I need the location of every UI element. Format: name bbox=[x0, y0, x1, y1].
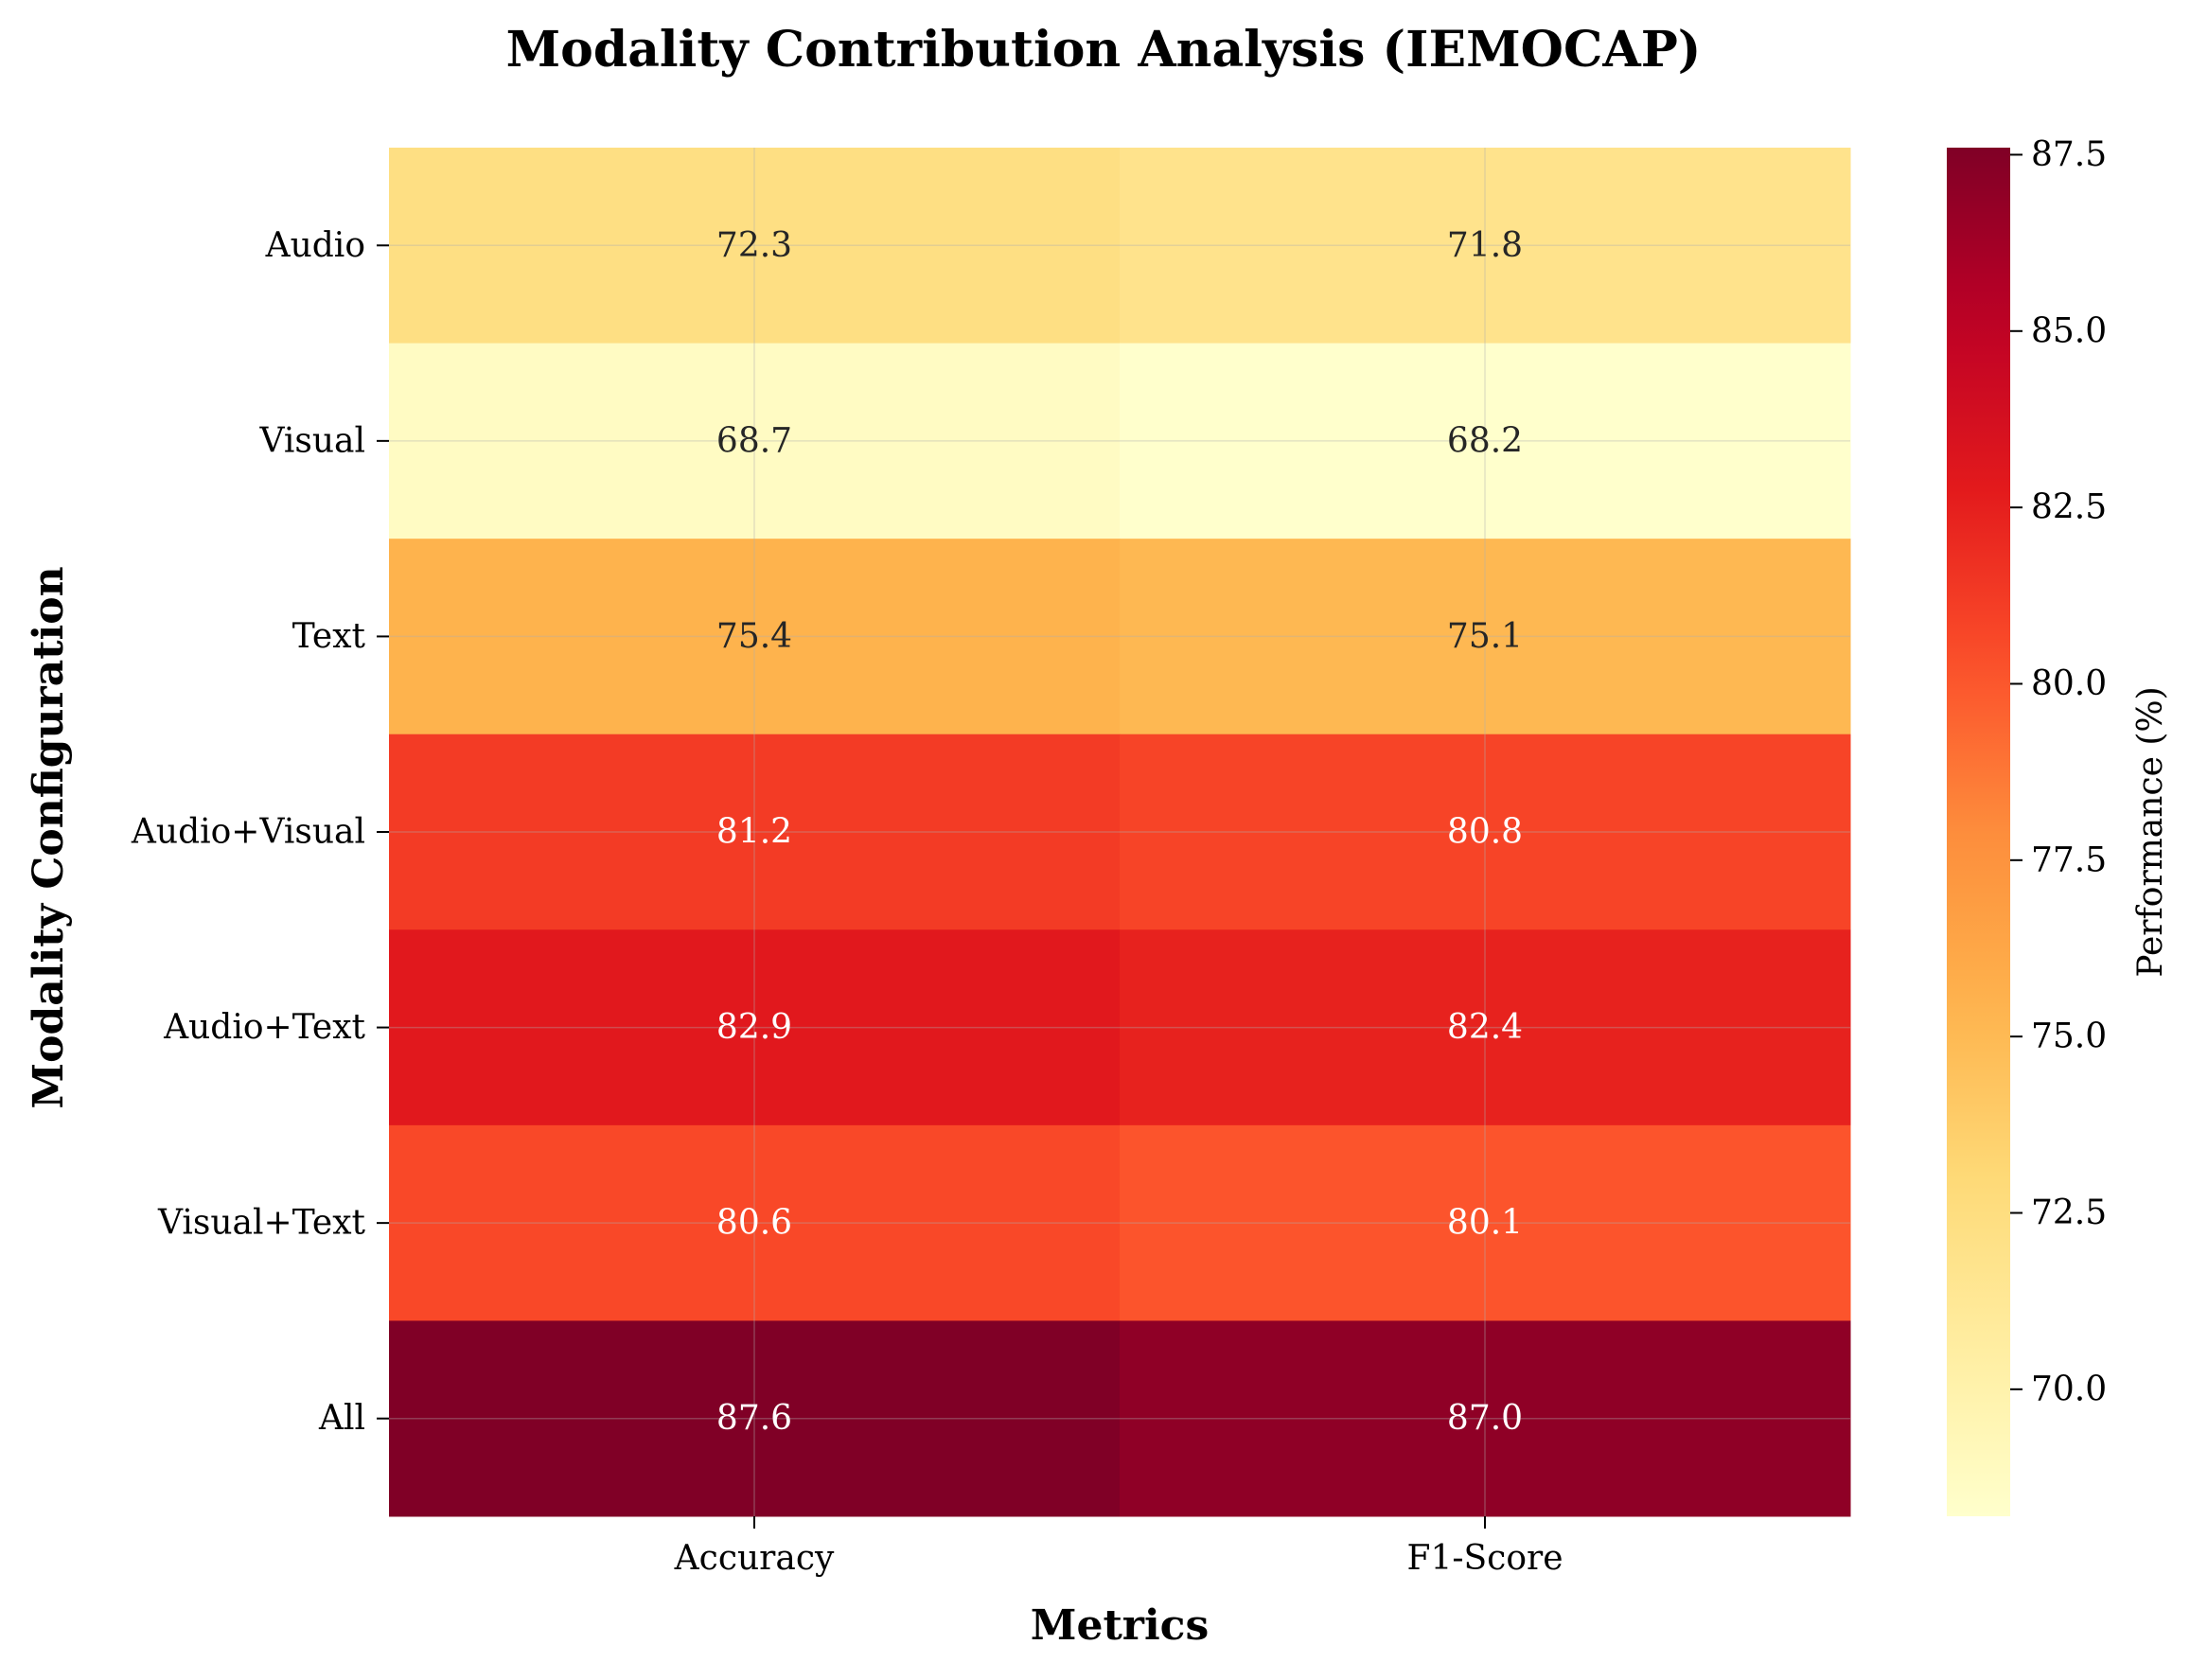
cell-value-label: 72.3 bbox=[716, 226, 792, 265]
heatmap-cell bbox=[389, 929, 1121, 1126]
colorbar-tick-label: 80.0 bbox=[2031, 664, 2107, 703]
grid-lines bbox=[389, 148, 1850, 1516]
colorbar-tick-label: 77.5 bbox=[2031, 840, 2107, 879]
x-tick-label: F1-Score bbox=[1406, 1539, 1563, 1578]
cell-value-label: 68.7 bbox=[716, 421, 792, 460]
y-axis: Audio Visual Text Audio+Visual Audio+Text Vis… bbox=[131, 226, 389, 1438]
y-tick-label: All bbox=[318, 1399, 365, 1438]
y-tick-label: Audio+Text bbox=[163, 1008, 365, 1047]
colorbar-label: Performance (%) bbox=[2131, 686, 2170, 977]
x-tick-label: Accuracy bbox=[674, 1539, 835, 1578]
cell-value-label: 87.0 bbox=[1447, 1399, 1523, 1438]
colorbar-tick-label: 82.5 bbox=[2031, 488, 2107, 527]
heatmap-cell bbox=[389, 1124, 1121, 1321]
y-axis-label: Modality Configuration bbox=[25, 566, 73, 1108]
y-tick-label: Text bbox=[292, 617, 366, 656]
x-axis: Accuracy F1-Score bbox=[674, 1516, 1563, 1578]
heatmap-cell bbox=[1120, 1320, 1851, 1517]
heatmap-cell bbox=[389, 148, 1121, 345]
y-tick-label: Visual+Text bbox=[157, 1204, 366, 1243]
cell-value-label: 75.1 bbox=[1447, 617, 1523, 656]
cell-value-label: 81.2 bbox=[716, 813, 792, 852]
heatmap-cell bbox=[1120, 539, 1851, 735]
cell-value-label: 80.1 bbox=[1447, 1204, 1523, 1243]
cell-value-label: 75.4 bbox=[716, 617, 792, 656]
y-tick-label: Audio+Visual bbox=[131, 813, 365, 852]
colorbar-tick-label: 70.0 bbox=[2031, 1370, 2107, 1408]
heatmap-cell bbox=[1120, 929, 1851, 1126]
heatmap-cell bbox=[389, 539, 1121, 735]
cell-value-label: 80.6 bbox=[716, 1204, 792, 1243]
heatmap-cell bbox=[389, 1320, 1121, 1517]
x-axis-label: Metrics bbox=[1031, 1601, 1209, 1650]
chart-title: Modality Contribution Analysis (IEMOCAP) bbox=[506, 21, 1702, 79]
cell-value-label: 68.2 bbox=[1447, 421, 1523, 460]
colorbar-tick-label: 75.0 bbox=[2031, 1017, 2107, 1056]
cell-value-label: 82.9 bbox=[716, 1008, 792, 1047]
colorbar bbox=[1947, 148, 2010, 1516]
y-tick-label: Visual bbox=[258, 421, 365, 460]
cell-value-label: 71.8 bbox=[1447, 226, 1523, 265]
cell-value-label: 82.4 bbox=[1447, 1008, 1523, 1047]
heatmap-cell bbox=[1120, 1124, 1851, 1321]
colorbar-ticks: 70.0 72.5 75.0 77.5 80.0 82.5 85.0 87.5 bbox=[2010, 135, 2107, 1408]
cell-value-labels: 72.3 71.8 68.7 68.2 75.4 75.1 81.2 80.8 82.9 82.4… bbox=[716, 226, 1523, 1438]
heatmap-cell bbox=[389, 734, 1121, 930]
cell-value-label: 87.6 bbox=[716, 1399, 792, 1438]
cell-value-label: 80.8 bbox=[1447, 813, 1523, 852]
heatmap-cell bbox=[389, 343, 1121, 539]
heatmap-cells bbox=[389, 148, 1851, 1517]
colorbar-tick-label: 87.5 bbox=[2031, 135, 2107, 174]
y-tick-label: Audio bbox=[265, 226, 365, 265]
colorbar-tick-label: 72.5 bbox=[2031, 1194, 2107, 1232]
heatmap-cell bbox=[1120, 148, 1851, 345]
colorbar-tick-label: 85.0 bbox=[2031, 311, 2107, 350]
heatmap-cell bbox=[1120, 734, 1851, 930]
heatmap-cell bbox=[1120, 343, 1851, 539]
